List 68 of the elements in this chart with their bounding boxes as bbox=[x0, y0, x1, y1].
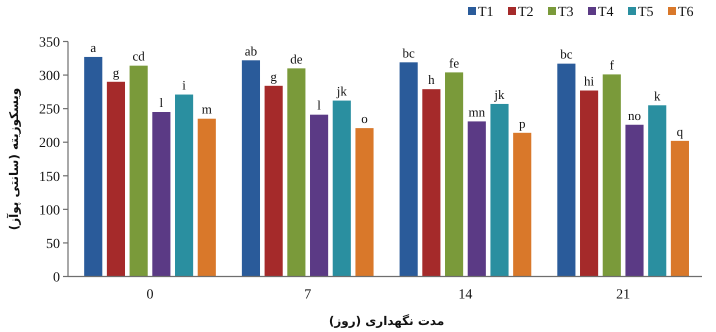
y-tick-label: 150 bbox=[39, 170, 60, 185]
data-label: i bbox=[182, 78, 186, 93]
bar bbox=[152, 112, 170, 276]
data-label: mn bbox=[468, 104, 486, 120]
data-label: l bbox=[160, 95, 164, 110]
data-label: no bbox=[628, 108, 641, 123]
bar bbox=[264, 86, 283, 276]
data-label: g bbox=[112, 64, 120, 80]
bar bbox=[670, 140, 689, 276]
bar bbox=[490, 104, 509, 276]
legend-label: T1 bbox=[478, 5, 494, 20]
bar bbox=[242, 60, 260, 276]
bar bbox=[106, 82, 126, 276]
bar bbox=[400, 62, 418, 276]
x-axis-title: مدت نگهداری (روز) bbox=[328, 314, 444, 328]
data-label: bc bbox=[560, 46, 573, 62]
data-label: h bbox=[428, 72, 436, 88]
bar bbox=[580, 90, 598, 276]
y-tick-label: 300 bbox=[39, 69, 60, 84]
bar bbox=[175, 94, 194, 276]
data-label: de bbox=[290, 51, 303, 66]
bar bbox=[310, 114, 328, 276]
data-label: jk bbox=[336, 84, 348, 99]
bar bbox=[445, 72, 464, 276]
bar bbox=[513, 132, 532, 276]
data-label: m bbox=[202, 102, 212, 117]
x-tick-label: 14 bbox=[458, 288, 472, 302]
bar bbox=[625, 124, 644, 276]
data-label: hi bbox=[584, 74, 595, 89]
legend-label: T2 bbox=[518, 5, 534, 20]
bar bbox=[84, 56, 102, 276]
y-axis-title: ویسکوزیته (سانتی پوآز) bbox=[6, 88, 21, 230]
data-label: ab bbox=[244, 43, 258, 58]
y-tick-label: 250 bbox=[39, 102, 60, 118]
x-tick-label: 0 bbox=[146, 288, 154, 302]
bar bbox=[287, 68, 306, 276]
data-label: jk bbox=[493, 86, 506, 102]
legend-label: T4 bbox=[598, 5, 614, 20]
data-label: f bbox=[610, 57, 615, 72]
data-label: g bbox=[270, 68, 278, 84]
x-tick-label: 21 bbox=[616, 288, 630, 302]
bar bbox=[198, 118, 216, 276]
data-label: bc bbox=[402, 45, 416, 60]
data-label: cd bbox=[132, 48, 146, 64]
data-label: l bbox=[317, 98, 322, 113]
data-label: a bbox=[90, 40, 96, 55]
bar bbox=[468, 121, 486, 276]
bar bbox=[332, 100, 351, 276]
bar bbox=[130, 66, 148, 276]
data-label: q bbox=[676, 124, 684, 139]
legend-label: T5 bbox=[638, 5, 654, 20]
y-tick-label: 0 bbox=[53, 270, 60, 286]
bar bbox=[557, 64, 576, 276]
data-label: o bbox=[361, 111, 368, 126]
data-label: k bbox=[654, 88, 661, 104]
bar bbox=[648, 105, 666, 276]
data-label: fe bbox=[449, 55, 460, 70]
legend-label: T6 bbox=[678, 5, 694, 20]
y-tick-label: 100 bbox=[39, 203, 60, 218]
data-label: p bbox=[518, 116, 526, 131]
y-tick-label: 200 bbox=[39, 136, 60, 152]
legend-label: T3 bbox=[558, 5, 574, 20]
y-tick-label: 350 bbox=[39, 36, 60, 50]
y-tick-label: 50 bbox=[46, 236, 60, 252]
bar bbox=[602, 74, 621, 276]
bar bbox=[422, 89, 440, 276]
x-tick-label: 7 bbox=[304, 288, 312, 302]
bar bbox=[355, 128, 374, 276]
